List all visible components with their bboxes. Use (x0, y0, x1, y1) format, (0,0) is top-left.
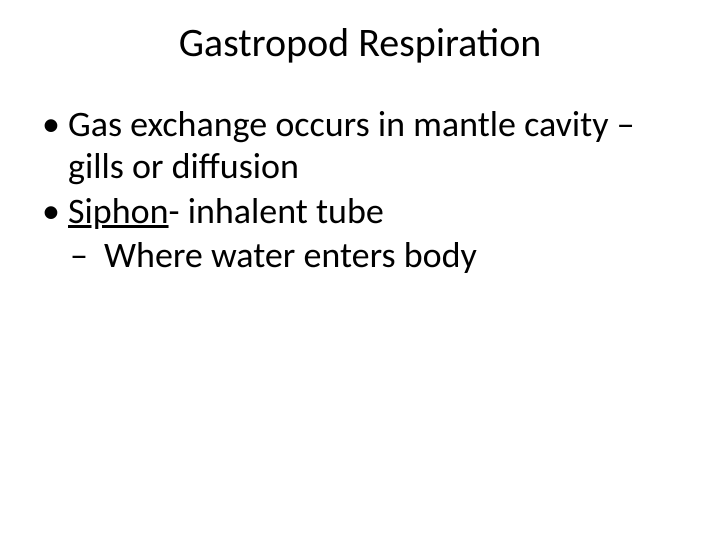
bullet-list: Gas exchange occurs in mantle cavity – g… (30, 103, 690, 277)
bullet-level1: Gas exchange occurs in mantle cavity – g… (30, 103, 690, 188)
bullet-level1: Siphon- inhalent tube (30, 190, 690, 232)
bullet-text: - inhalent tube (169, 189, 384, 233)
bullet-text: Siphon (68, 189, 169, 233)
bullet-level2: Where water enters body (30, 234, 690, 276)
slide-title: Gastropod Respiration (30, 18, 690, 67)
slide: Gastropod Respiration Gas exchange occur… (0, 0, 720, 540)
slide-body: Gas exchange occurs in mantle cavity – g… (30, 103, 690, 277)
bullet-sublist: Where water enters body (30, 234, 690, 276)
bullet-text: Where water enters body (104, 233, 477, 277)
bullet-text: Gas exchange occurs in mantle cavity – g… (68, 102, 635, 188)
